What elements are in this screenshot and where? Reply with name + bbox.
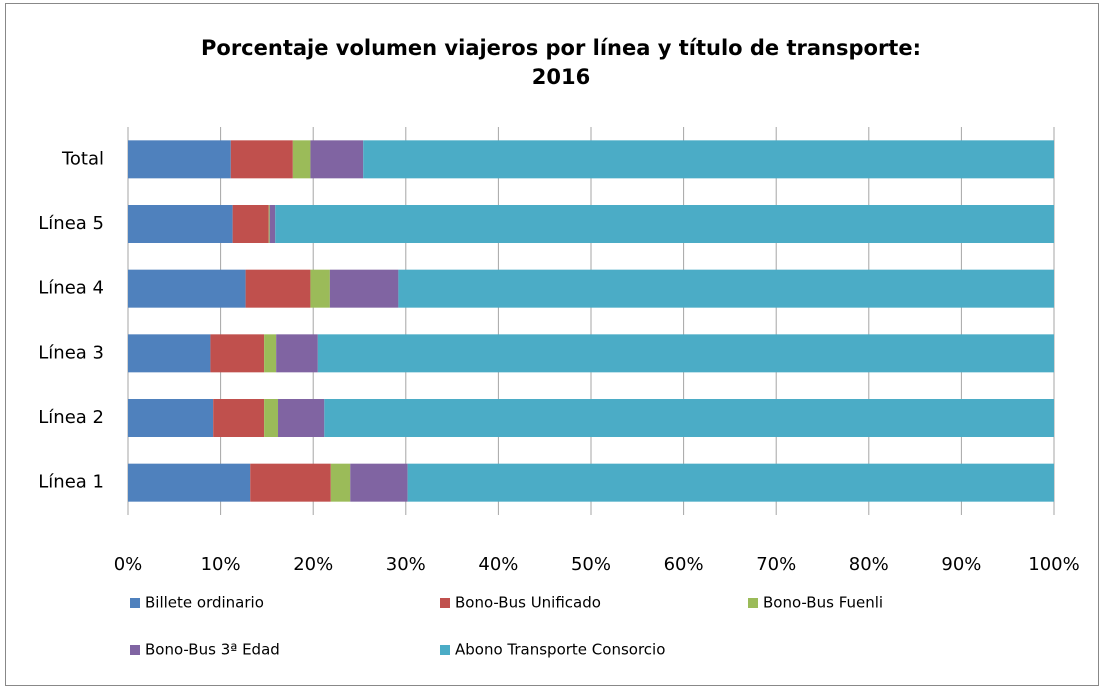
bar-segment [128,334,211,373]
legend-label: Bono-Bus Fuenli [763,594,883,612]
legend-label: Abono Transporte Consorcio [455,641,665,659]
legend-swatch [748,598,758,608]
legend-label: Bono-Bus 3ª Edad [145,641,280,659]
bar-segment [250,463,331,502]
bar-segment [232,205,269,243]
x-tick-label: 0% [114,554,143,575]
bar-segment [128,269,246,308]
bar-segment [310,140,364,179]
y-tick-label: Línea 2 [38,407,104,428]
bar-segment [269,205,276,243]
y-tick-label: Línea 3 [38,342,104,363]
bar-segment [128,463,251,502]
x-tick-label: 60% [664,554,704,575]
x-tick-label: 70% [756,554,796,575]
bar-segment [317,334,1055,373]
bar-segment [268,205,270,243]
legend-swatch [440,598,450,608]
y-tick-label: Total [61,148,104,169]
x-tick-label: 50% [571,554,611,575]
bar-segment [264,334,277,373]
bar-segment [292,140,311,179]
bar-segment [350,463,408,502]
legend-swatch [440,645,450,655]
bar-segment [276,334,318,373]
legend-label: Billete ordinario [145,594,264,612]
chart-title: Porcentaje volumen viajeros por línea y … [201,36,921,60]
x-tick-label: 20% [293,554,333,575]
bar-segment [230,140,293,179]
x-tick-label: 30% [386,554,426,575]
bar-segment [275,205,1054,243]
bar-segment [128,205,233,243]
bar-segment [407,463,1055,502]
legend-swatch [130,645,140,655]
bar-segment [210,334,265,373]
bar-segment [213,399,265,437]
bar-segment [245,269,311,308]
bar-segment [310,269,330,308]
x-tick-label: 90% [941,554,981,575]
bar-segment [278,399,325,437]
bar-segment [329,269,399,308]
y-tick-label: Línea 1 [38,472,104,493]
chart-title: 2016 [532,65,590,89]
bar-segment [398,269,1055,308]
y-tick-label: Línea 5 [38,213,104,234]
x-tick-label: 80% [849,554,889,575]
bar-segment [330,463,351,502]
y-tick-label: Línea 4 [38,278,104,299]
x-tick-label: 100% [1028,554,1079,575]
bar-segment [128,140,231,179]
bar-segment [324,399,1054,437]
legend-swatch [130,598,140,608]
bar-segment [264,399,279,437]
bar-segment [128,399,214,437]
bar-segment [363,140,1055,179]
x-tick-label: 40% [478,554,518,575]
x-tick-label: 10% [201,554,241,575]
legend-label: Bono-Bus Unificado [455,594,601,612]
